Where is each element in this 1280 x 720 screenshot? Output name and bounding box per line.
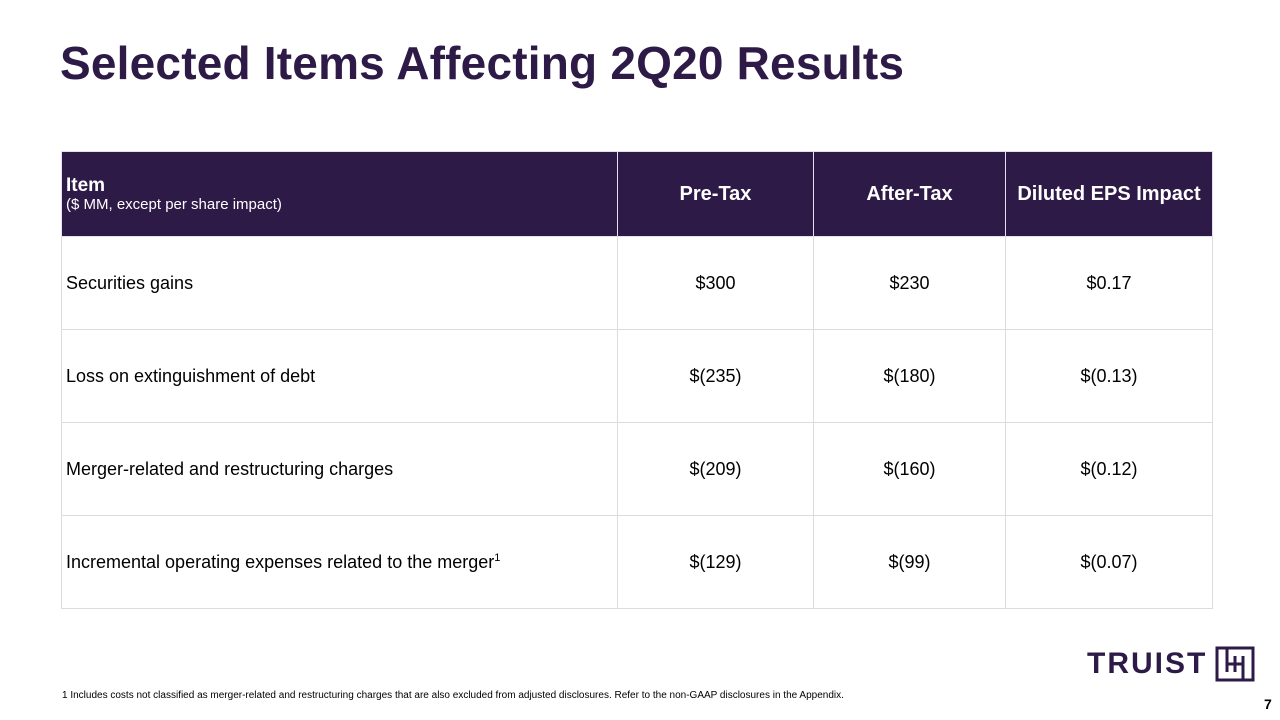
row-label-text: Securities gains — [66, 272, 194, 293]
row-label: Merger-related and restructuring charges — [61, 422, 618, 516]
logo-text: TRUIST — [1087, 647, 1208, 680]
table-row: Merger-related and restructuring charges… — [61, 422, 1213, 516]
cell-pre-tax: $300 — [617, 236, 814, 330]
cell-eps: $(0.13) — [1005, 329, 1213, 423]
row-label-text: Merger-related and restructuring charges — [66, 458, 394, 479]
row-label-text: Incremental operating expenses related t… — [66, 551, 495, 572]
table-row: Securities gains $300 $230 $0.17 — [61, 236, 1213, 330]
footnote: 1 Includes costs not classified as merge… — [62, 690, 844, 701]
cell-pre-tax: $(129) — [617, 515, 814, 609]
page-number: 7 — [1264, 696, 1272, 712]
header-item-label: Item — [66, 174, 106, 196]
cell-after-tax: $(160) — [813, 422, 1006, 516]
cell-after-tax: $(180) — [813, 329, 1006, 423]
items-table: Item ($ MM, except per share impact) Pre… — [61, 151, 1213, 609]
truist-logo: TRUIST — [1087, 646, 1255, 682]
cell-eps: $(0.07) — [1005, 515, 1213, 609]
header-eps: Diluted EPS Impact — [1005, 151, 1213, 237]
footnote-marker: 1 — [494, 551, 501, 564]
cell-after-tax: $230 — [813, 236, 1006, 330]
cell-pre-tax: $(235) — [617, 329, 814, 423]
table-row: Incremental operating expenses related t… — [61, 515, 1213, 609]
header-item: Item ($ MM, except per share impact) — [61, 151, 618, 237]
table-header-row: Item ($ MM, except per share impact) Pre… — [61, 151, 1213, 237]
header-pre-tax: Pre-Tax — [617, 151, 814, 237]
row-label: Loss on extinguishment of debt — [61, 329, 618, 423]
cell-eps: $0.17 — [1005, 236, 1213, 330]
cell-after-tax: $(99) — [813, 515, 1006, 609]
header-after-tax: After-Tax — [813, 151, 1006, 237]
page-title: Selected Items Affecting 2Q20 Results — [60, 37, 905, 89]
table-row: Loss on extinguishment of debt $(235) $(… — [61, 329, 1213, 423]
cell-pre-tax: $(209) — [617, 422, 814, 516]
cell-eps: $(0.12) — [1005, 422, 1213, 516]
row-label: Incremental operating expenses related t… — [61, 515, 618, 609]
row-label: Securities gains — [61, 236, 618, 330]
row-label-text: Loss on extinguishment of debt — [66, 365, 316, 386]
header-item-sublabel: ($ MM, except per share impact) — [66, 195, 282, 213]
truist-logo-mark-icon — [1215, 646, 1255, 682]
